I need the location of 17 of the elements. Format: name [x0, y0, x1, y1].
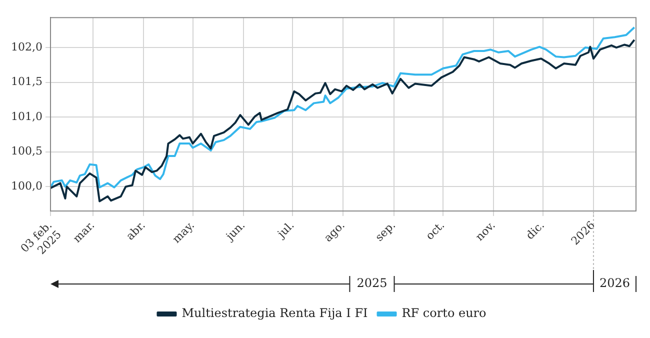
- y-tick-label: 100,0: [10, 180, 42, 193]
- legend-label: RF corto euro: [402, 306, 486, 320]
- x-tick-label: sep.: [372, 218, 398, 244]
- legend-label: Multiestrategia Renta Fija I FI: [182, 306, 368, 320]
- text: 2026: [599, 276, 630, 290]
- y-tick-label: 100,5: [10, 144, 42, 158]
- x-tick-label: oct.: [423, 218, 448, 242]
- x-tick-label: jul.: [274, 218, 297, 242]
- y-tick-label: 101,5: [10, 75, 42, 88]
- y-tick-label: 101,0: [10, 110, 42, 123]
- x-tick-label: ago.: [322, 218, 348, 244]
- text: 2025: [356, 276, 388, 290]
- y-tick-label: 102,0: [10, 40, 42, 54]
- x-tick-label: dic.: [523, 218, 547, 242]
- x-tick-label: abr.: [124, 218, 148, 243]
- x-tick-label: nov.: [473, 218, 498, 244]
- x-tick-label: jun.: [222, 218, 248, 244]
